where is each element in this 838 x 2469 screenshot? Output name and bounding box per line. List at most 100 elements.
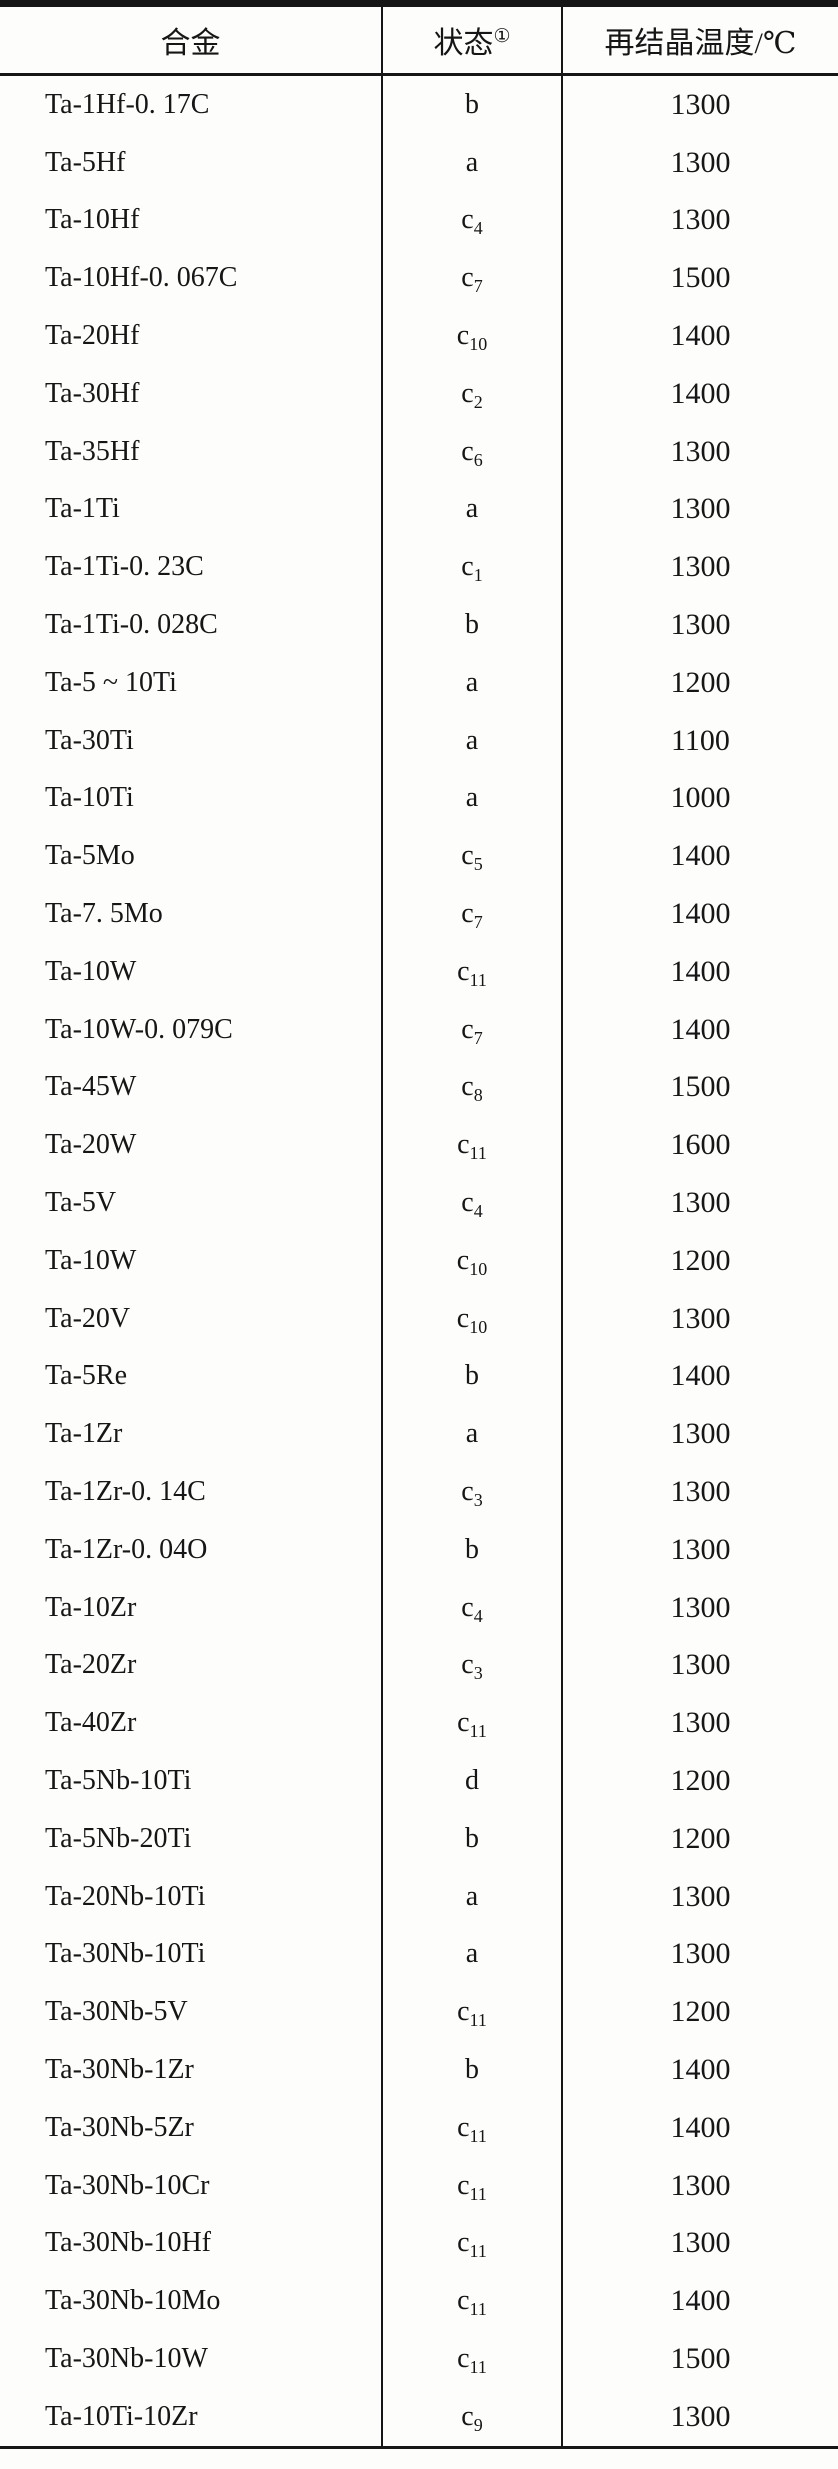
state-code: b: [465, 1822, 479, 1854]
table-row: Ta-10Hf-0. 067C c7 1500: [0, 249, 838, 308]
table-body: Ta-1Hf-0. 17C b 1300 Ta-5Hf a 1300 Ta-10…: [0, 74, 838, 2448]
state-cell: c7: [381, 249, 562, 308]
temperature-cell: 1400: [561, 827, 838, 886]
state-subscript: 11: [469, 969, 487, 990]
table-row: Ta-5Nb-10Ti d 1200: [0, 1752, 838, 1810]
state-cell: c4: [381, 191, 562, 250]
alloy-cell: Ta-35Hf: [45, 435, 140, 467]
state-subscript: 7: [473, 912, 483, 933]
state-code: c: [461, 898, 474, 930]
state-cell: c10: [381, 1289, 562, 1348]
state-cell: c10: [381, 307, 562, 365]
alloy-cell: Ta-1Ti-0. 028C: [45, 609, 218, 641]
state-subscript: 10: [469, 1316, 488, 1337]
table-row: Ta-30Nb-10Ti a 1300: [0, 1925, 838, 1984]
state-subscript: 3: [473, 1663, 483, 1684]
state-code: b: [465, 2053, 479, 2085]
table-row: Ta-5Re b 1400: [0, 1347, 838, 1406]
table-row: Ta-10Hf c4 1300: [0, 191, 838, 250]
state-code: c: [461, 1591, 474, 1623]
state-code: c: [461, 2400, 474, 2432]
alloy-cell: Ta-5Hf: [45, 146, 126, 178]
table-row: Ta-30Nb-10W c11 1500: [0, 2330, 838, 2388]
alloy-cell: Ta-5Nb-10Ti: [45, 1765, 192, 1796]
table-row: Ta-30Nb-10Mo c11 1400: [0, 2272, 838, 2331]
alloy-cell: Ta-1Zr: [45, 1418, 123, 1450]
temperature-cell: 1400: [561, 2098, 838, 2157]
temperature-cell: 1300: [561, 1694, 838, 1753]
state-code: b: [465, 609, 479, 641]
alloy-cell: Ta-10Hf-0. 067C: [45, 262, 238, 294]
header-temperature-label: 再结晶温度/℃: [604, 27, 797, 60]
state-cell: c4: [381, 1174, 562, 1232]
state-cell: a: [381, 480, 562, 539]
state-cell: c3: [381, 1636, 562, 1695]
table-row: Ta-20Hf c10 1400: [0, 307, 838, 365]
temperature-cell: 1300: [561, 133, 838, 192]
temperature-cell: 1300: [561, 2387, 838, 2448]
temperature-cell: 1300: [561, 74, 838, 134]
header-state: 状态①: [381, 3, 562, 76]
temperature-cell: 1300: [561, 538, 838, 597]
alloy-cell: Ta-30Nb-5Zr: [45, 2111, 194, 2143]
alloy-cell: Ta-30Hf: [45, 377, 140, 409]
state-code: b: [465, 1533, 479, 1565]
state-cell: c7: [381, 885, 562, 943]
state-cell: c11: [381, 2156, 562, 2215]
alloy-cell: Ta-30Nb-10Mo: [45, 2285, 221, 2317]
state-subscript: 3: [473, 1490, 483, 1511]
alloy-cell: Ta-5Re: [45, 1360, 128, 1392]
state-cell: c2: [381, 364, 562, 423]
state-code: c: [457, 1707, 470, 1739]
state-code: a: [465, 666, 479, 698]
temperature-cell: 1300: [561, 2214, 838, 2273]
alloy-cell: Ta-10Zr: [45, 1591, 137, 1623]
temperature-cell: 1200: [561, 1752, 838, 1810]
temperature-cell: 1300: [561, 1289, 838, 1348]
state-subscript: 10: [469, 334, 488, 355]
state-code: c: [456, 1302, 470, 1334]
state-subscript: 7: [473, 1027, 483, 1048]
table-row: Ta-5 ~ 10Ti a 1200: [0, 653, 838, 712]
state-subscript: 2: [473, 391, 483, 412]
alloy-cell: Ta-30Nb-10Ti: [45, 1938, 206, 1970]
temperature-cell: 1200: [561, 1983, 838, 2042]
state-code: d: [465, 1765, 479, 1796]
table-row: Ta-10Zr c4 1300: [0, 1578, 838, 1637]
temperature-cell: 1000: [561, 769, 838, 828]
table-row: Ta-30Nb-1Zr b 1400: [0, 2041, 838, 2099]
state-subscript: 4: [473, 218, 483, 239]
alloy-cell: Ta-10Ti: [45, 782, 134, 814]
state-subscript: 10: [469, 1258, 488, 1279]
state-code: c: [461, 262, 474, 294]
alloy-cell: Ta-20V: [45, 1302, 131, 1334]
state-cell: a: [381, 133, 562, 192]
state-cell: c1: [381, 538, 562, 597]
state-cell: b: [381, 74, 562, 134]
alloy-cell: Ta-10W: [45, 955, 137, 987]
alloy-cell: Ta-30Nb-10W: [45, 2342, 208, 2374]
state-code: c: [461, 1649, 474, 1681]
temperature-cell: 1300: [561, 1174, 838, 1232]
alloy-cell: Ta-30Nb-1Zr: [45, 2053, 194, 2085]
state-code: c: [457, 2169, 470, 2201]
temperature-cell: 1500: [561, 1058, 838, 1117]
state-cell: c3: [381, 1463, 562, 1521]
state-cell: c7: [381, 1000, 562, 1059]
state-code: c: [457, 2111, 470, 2143]
state-subscript: 6: [473, 449, 483, 470]
alloy-cell: Ta-5V: [45, 1187, 117, 1219]
table-row: Ta-10W-0. 079C c7 1400: [0, 1000, 838, 1059]
state-code: a: [465, 724, 479, 756]
state-subscript: 11: [469, 1143, 487, 1164]
alloy-cell: Ta-10Ti-10Zr: [45, 2400, 198, 2432]
state-subscript: 4: [473, 1201, 483, 1222]
table-row: Ta-5Mo c5 1400: [0, 827, 838, 886]
table-row: Ta-10Ti a 1000: [0, 769, 838, 828]
state-cell: c10: [381, 1231, 562, 1290]
temperature-cell: 1300: [561, 596, 838, 654]
state-cell: b: [381, 596, 562, 654]
table-row: Ta-30Nb-10Hf c11 1300: [0, 2214, 838, 2273]
